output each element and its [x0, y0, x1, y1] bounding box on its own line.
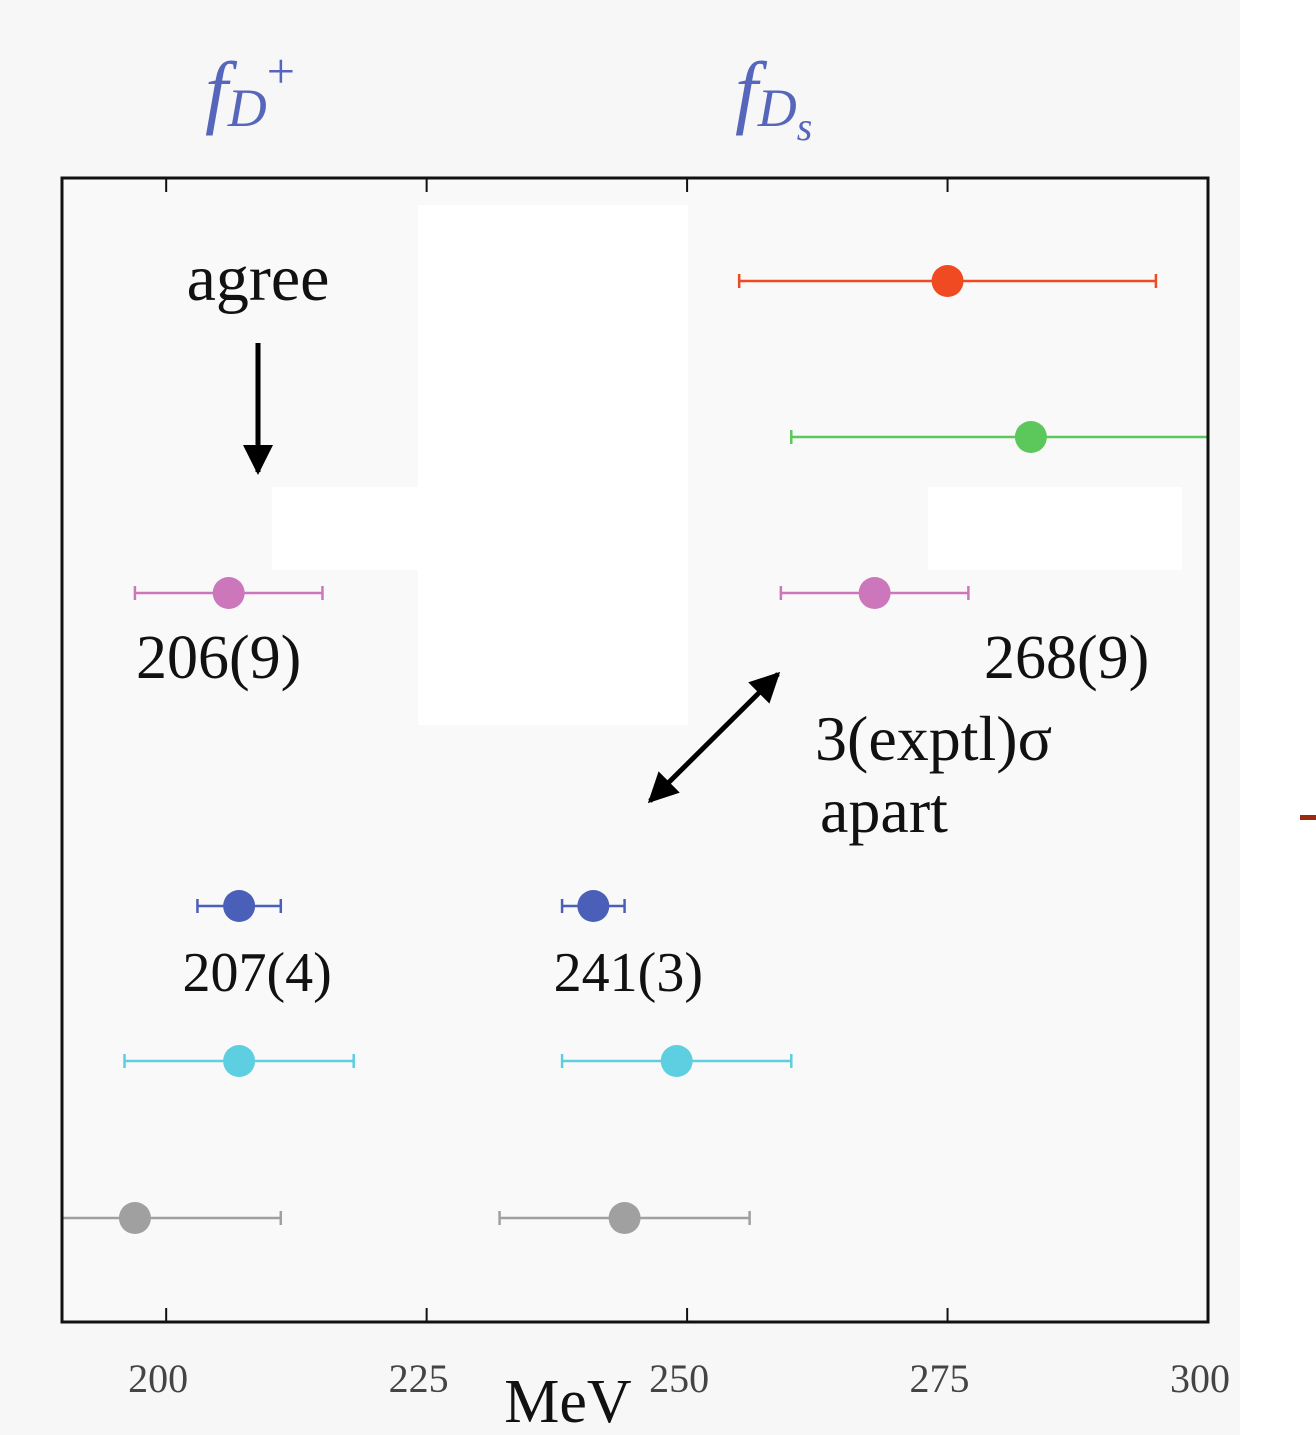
plot — [62, 265, 1208, 1234]
annotation: agree — [187, 242, 330, 315]
x-tick-label: 300 — [1170, 1356, 1230, 1401]
redaction — [418, 205, 688, 725]
point — [118, 1202, 151, 1234]
annotation-arrow — [647, 671, 781, 804]
value-label: 241(3) — [554, 942, 703, 1004]
point — [223, 890, 256, 922]
point — [931, 265, 964, 297]
x-tick-label: 250 — [649, 1356, 709, 1401]
x-tick-label: 275 — [910, 1356, 970, 1401]
redaction — [928, 487, 1182, 570]
annotation: apart — [820, 775, 948, 846]
edge-mark — [1300, 815, 1316, 820]
column-header: fDs — [735, 45, 812, 149]
annotation: 3(exptl)σ — [815, 703, 1052, 774]
header-subsubscript: s — [797, 104, 813, 149]
plot-frame — [60, 176, 1210, 1324]
point — [577, 890, 610, 922]
x-axis-label: MeV — [504, 1368, 632, 1435]
point — [223, 1045, 256, 1077]
value-label: 206(9) — [136, 624, 301, 692]
point — [660, 1045, 693, 1077]
margin — [1240, 0, 1316, 1310]
point — [608, 1202, 641, 1234]
series-group — [62, 265, 1208, 1234]
header-superscript: + — [267, 43, 295, 99]
column-header: fD+ — [205, 43, 295, 138]
value-label: 207(4) — [182, 942, 331, 1004]
header-subscript: D — [227, 78, 267, 138]
x-tick-label: 225 — [389, 1356, 449, 1401]
x-tick-label: 200 — [128, 1356, 188, 1401]
header-subscript: D — [757, 78, 797, 138]
point — [858, 577, 891, 609]
point — [1014, 421, 1047, 453]
point — [212, 577, 245, 609]
value-label: 268(9) — [984, 624, 1149, 692]
redaction — [272, 487, 418, 570]
